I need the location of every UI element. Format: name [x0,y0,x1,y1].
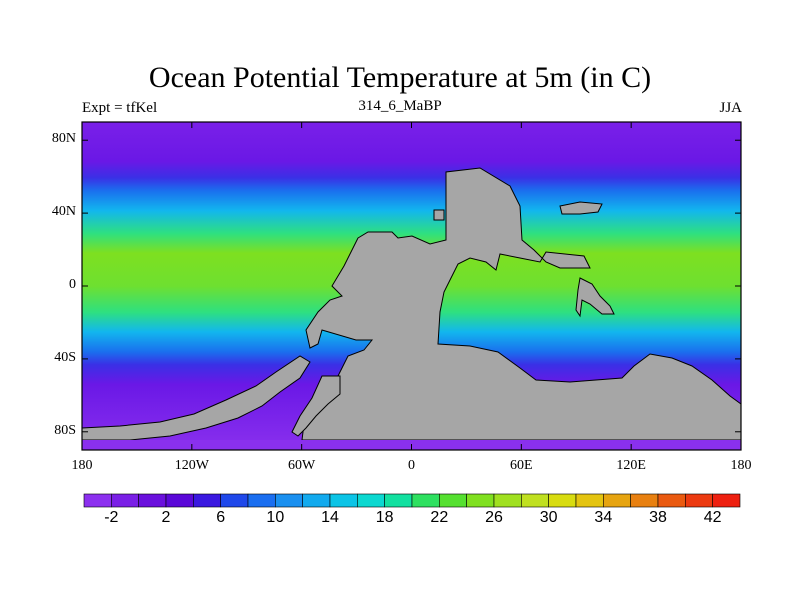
colorbar-label-10: 38 [649,509,667,526]
lon-label-1: 120W [174,458,209,473]
colorbar-box [575,493,604,508]
colorbar-box [302,493,331,508]
colorbar-box [165,493,194,508]
colorbar-label-7: 26 [485,509,503,526]
colorbar-label-0: -2 [104,509,119,526]
land-north-island [559,201,603,215]
colorbar-box [111,493,139,508]
colorbar-label-2: 6 [216,509,226,526]
land-southern-island [291,375,341,437]
colorbar-label-1: 2 [161,509,171,526]
colorbar-box [712,493,741,508]
experiment-label: Expt = tfKel [82,100,158,116]
colorbar-box [357,493,385,508]
lat-label-2: 0 [69,277,76,292]
lon-label-3: 0 [408,458,415,473]
colorbar-box [247,493,276,508]
colorbar-box [493,493,522,508]
colorbar-box [521,493,549,508]
land-east-island [575,277,615,318]
land-pangea [301,167,742,441]
colorbar-label-3: 10 [266,509,285,526]
colorbar-box [603,493,631,508]
colorbar-box [138,493,167,508]
colorbar-box [411,493,440,508]
colorbar-label-5: 18 [375,509,394,526]
time-label: 314_6_MaBP [358,98,442,114]
lon-label-2: 60W [288,458,316,473]
lon-label-6: 180 [730,458,752,473]
colorbar-box [83,493,112,508]
colorbar-label-11: 42 [703,509,722,526]
land-small-island [433,209,445,221]
colorbar-box [657,493,686,508]
colorbar-box [685,493,713,508]
colorbar-label-6: 22 [430,509,449,526]
lon-label-4: 60E [510,458,533,473]
plot-title: Ocean Potential Temperature at 5m (in C) [148,61,652,94]
axis-ticks [81,122,742,450]
colorbar-box [329,493,358,508]
colorbar-box [466,493,495,508]
lat-label-0: 80N [51,131,76,147]
lat-label-1: 40N [51,204,76,220]
lat-label-3: 40S [54,349,76,365]
season-label: JJA [719,100,742,116]
colorbar-label-9: 34 [594,509,613,526]
colorbar-box [193,493,221,508]
land-southern-strip [81,355,311,441]
colorbar-label-4: 14 [321,509,339,526]
colorbar-box [384,493,413,508]
colorbar-box [439,493,467,508]
lon-label-5: 120E [616,458,646,473]
colorbar-box [630,493,659,508]
colorbar-box [220,493,249,508]
colorbar-box [275,493,303,508]
lon-label-0: 180 [71,458,93,473]
colorbar-label-8: 30 [539,509,558,526]
colorbar-box [548,493,577,508]
lat-label-4: 80S [54,422,76,438]
